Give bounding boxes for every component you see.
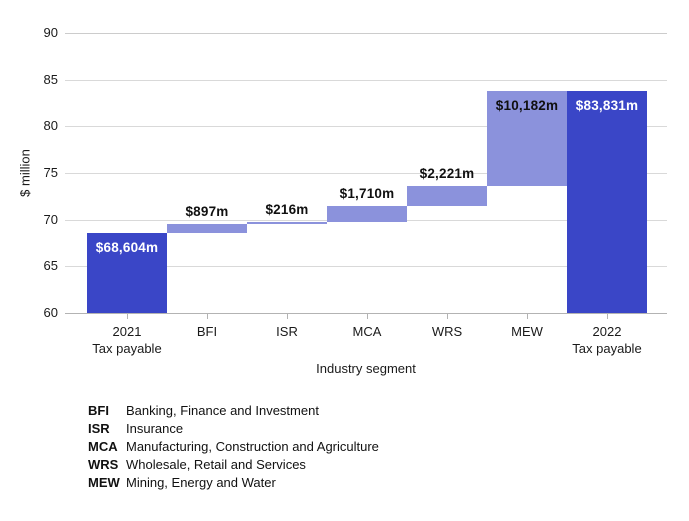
y-tick-label-60: 60	[43, 305, 58, 320]
x-tick-bfi	[207, 314, 208, 319]
y-tick-label-75: 75	[43, 165, 58, 180]
legend-row-wrs: WRS Wholesale, Retail and Services	[88, 457, 379, 475]
gridline-75	[65, 173, 667, 174]
bar-value-label-2021-tax-payable: $68,604m	[95, 239, 159, 255]
gridline-65	[65, 266, 667, 267]
legend-abbr: MCA	[88, 439, 118, 454]
x-tick-wrs	[447, 314, 448, 319]
x-axis-line	[65, 313, 667, 314]
legend-abbr: WRS	[88, 457, 119, 472]
legend-description: Wholesale, Retail and Services	[126, 457, 306, 472]
y-tick-label-90: 90	[43, 25, 58, 40]
y-tick-label-70: 70	[43, 212, 58, 227]
x-tick-isr	[287, 314, 288, 319]
x-category-label-mew: MEW	[472, 323, 582, 340]
legend-description: Manufacturing, Construction and Agricult…	[126, 439, 379, 454]
bar-value-label-wrs: $2,221m	[419, 165, 475, 181]
bar-mca	[327, 206, 407, 223]
y-tick-label-65: 65	[43, 258, 58, 273]
legend-description: Banking, Finance and Investment	[126, 403, 319, 418]
x-tick-2022-tax-payable	[607, 314, 608, 319]
legend-description: Insurance	[126, 421, 184, 436]
bar-bfi	[167, 224, 247, 233]
legend-row-mew: MEW Mining, Energy and Water	[88, 475, 379, 493]
bar-value-label-isr: $216m	[265, 202, 309, 218]
bar-2022-tax-payable	[567, 90, 647, 313]
bar-value-label-mca: $1,710m	[339, 186, 395, 202]
legend-row-isr: ISR Insurance	[88, 421, 379, 439]
bar-value-label-bfi: $897m	[185, 204, 229, 220]
x-category-label-2022-tax-payable: 2022 Tax payable	[552, 323, 662, 357]
bar-isr	[247, 222, 327, 225]
x-category-line: MEW	[511, 324, 543, 339]
x-category-line: BFI	[196, 324, 218, 339]
bar-mew	[487, 90, 567, 186]
bar-value-label-2022-tax-payable: $83,831m	[575, 97, 639, 113]
x-category-line: ISR	[276, 324, 298, 339]
x-category-label-isr: ISR	[232, 323, 342, 340]
x-category-line: Tax payable	[92, 341, 162, 356]
x-tick-mew	[527, 314, 528, 319]
y-tick-label-85: 85	[43, 72, 58, 87]
legend: BFI Banking, Finance and Investment ISR Ins…	[88, 403, 379, 493]
x-category-line: WRS	[431, 324, 463, 339]
x-category-line: MCA	[352, 324, 382, 339]
x-tick-mca	[367, 314, 368, 319]
plot-area: $ million Industry segment 60 65 70 75 80 85 9…	[18, 25, 667, 376]
x-category-line: 2021	[112, 324, 142, 339]
gridline-85	[65, 80, 667, 81]
legend-row-mca: MCA Manufacturing, Construction and Agric…	[88, 439, 379, 457]
y-tick-label-80: 80	[43, 118, 58, 133]
bar-wrs	[407, 185, 487, 207]
bar-2021-tax-payable	[87, 232, 167, 313]
legend-abbr: ISR	[88, 421, 110, 436]
x-tick-2021-tax-payable	[127, 314, 128, 319]
legend-abbr: MEW	[88, 475, 120, 490]
gridline-80	[65, 126, 667, 127]
x-category-line: 2022	[592, 324, 622, 339]
legend-abbr: BFI	[88, 403, 109, 418]
x-category-line: Tax payable	[572, 341, 642, 356]
x-axis-title: Industry segment	[316, 361, 416, 376]
gridline-90	[65, 33, 667, 34]
x-category-label-bfi: BFI	[152, 323, 262, 340]
legend-description: Mining, Energy and Water	[126, 475, 276, 490]
bar-value-label-mew: $10,182m	[495, 97, 559, 113]
x-category-label-mca: MCA	[312, 323, 422, 340]
legend-row-bfi: BFI Banking, Finance and Investment	[88, 403, 379, 421]
x-category-label-wrs: WRS	[392, 323, 502, 340]
x-category-label-2021-tax-payable: 2021 Tax payable	[72, 323, 182, 357]
